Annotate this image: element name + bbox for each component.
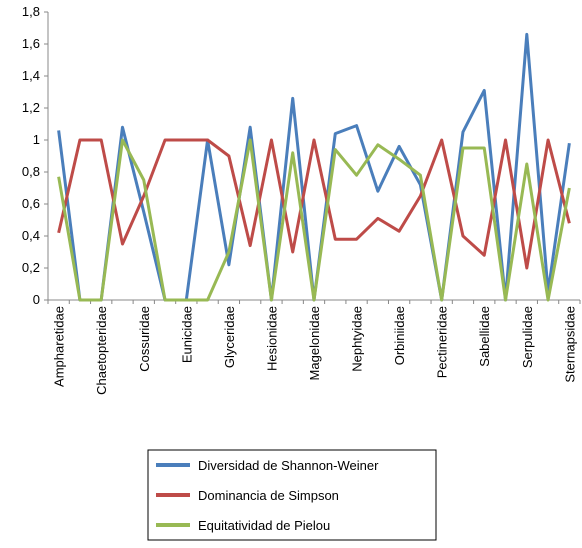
x-tick-label: Serpulidae — [520, 306, 535, 368]
y-tick-label: 1,2 — [22, 100, 40, 115]
x-tick-label: Sternapsidae — [562, 306, 577, 383]
series-line — [57, 138, 571, 302]
x-tick-label: Orbiniidae — [392, 306, 407, 365]
y-tick-label: 1,8 — [22, 4, 40, 19]
x-tick-label: Magelonidae — [307, 306, 322, 380]
x-tick-label: Ampharetidae — [52, 306, 67, 387]
y-tick-label: 1,4 — [22, 68, 40, 83]
y-tick-label: 1,6 — [22, 36, 40, 51]
x-tick-label: Nephtyidae — [350, 306, 365, 372]
legend-label: Diversidad de Shannon-Weiner — [198, 458, 379, 473]
x-tick-label: Pectineridae — [435, 306, 450, 378]
x-tick-label: Glyceridae — [222, 306, 237, 368]
y-tick-label: 0,6 — [22, 196, 40, 211]
x-tick-label: Chaetopteridae — [94, 306, 109, 395]
legend-box — [147, 449, 437, 541]
series-line — [57, 138, 571, 270]
y-tick-label: 0,8 — [22, 164, 40, 179]
legend-label: Dominancia de Simpson — [198, 488, 339, 503]
legend-label: Equitatividad de Pielou — [198, 518, 330, 533]
x-tick-label: Sabellidae — [477, 306, 492, 367]
x-tick-label: Eunicidae — [179, 306, 194, 363]
y-tick-label: 0 — [33, 292, 40, 307]
series-line — [57, 32, 571, 302]
y-tick-label: 0,4 — [22, 228, 40, 243]
x-tick-label: Hesionidae — [264, 306, 279, 371]
x-tick-label: Cossuridae — [137, 306, 152, 372]
y-tick-label: 1 — [33, 132, 40, 147]
y-tick-label: 0,2 — [22, 260, 40, 275]
